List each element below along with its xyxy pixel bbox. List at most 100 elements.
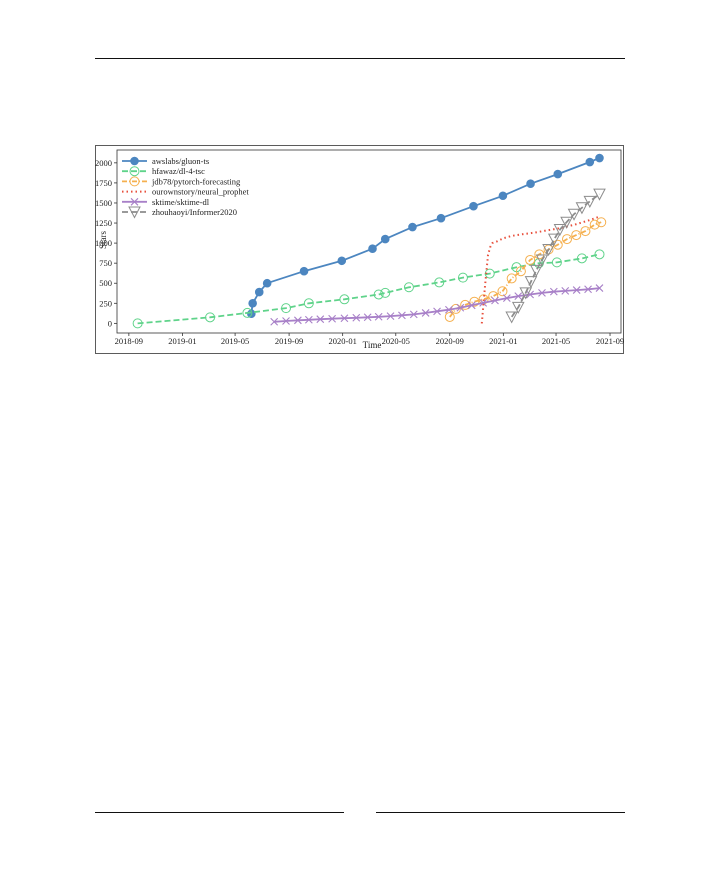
x-tick-label: 2018-09 <box>115 336 143 346</box>
legend-entry: awslabs/gluon-ts <box>122 156 209 166</box>
data-point <box>254 287 264 297</box>
data-point <box>585 157 595 167</box>
plot-area <box>116 149 622 334</box>
series-line <box>449 221 602 318</box>
data-point <box>340 314 349 323</box>
legend-entry: hfawaz/dl-4-tsc <box>122 166 205 177</box>
series-line <box>137 253 600 325</box>
data-point <box>398 311 406 320</box>
data-point <box>328 314 337 323</box>
series-line <box>250 157 600 314</box>
data-point <box>511 301 525 314</box>
data-point <box>502 294 511 302</box>
x-tick-label: 2020-05 <box>382 336 410 346</box>
series-layer <box>132 153 607 329</box>
data-point <box>595 153 604 163</box>
data-point <box>571 230 582 241</box>
x-tick-label: 2021-01 <box>489 336 517 346</box>
data-point <box>386 312 395 321</box>
data-point <box>368 244 377 254</box>
data-point <box>491 296 499 305</box>
legend-marker <box>129 176 140 187</box>
data-point <box>373 289 384 300</box>
data-point <box>561 286 570 295</box>
data-point <box>434 277 445 288</box>
data-point <box>505 311 519 324</box>
data-point <box>576 253 587 264</box>
x-tick-label: 2020-09 <box>436 336 464 346</box>
data-point <box>583 195 597 208</box>
legend-label: ourownstory/neural_prophet <box>152 187 249 197</box>
data-point <box>595 284 604 292</box>
data-point <box>535 254 549 267</box>
data-point <box>549 287 558 296</box>
data-point <box>580 226 591 237</box>
data-point <box>497 286 508 297</box>
series-0 <box>247 153 604 319</box>
data-point <box>457 272 468 283</box>
series-5 <box>505 188 606 324</box>
x-tick-label: 2019-09 <box>275 336 303 346</box>
x-tick-label: 2020-01 <box>328 336 356 346</box>
data-point <box>551 257 562 268</box>
data-point <box>498 191 508 201</box>
data-point <box>248 299 257 308</box>
data-point <box>519 287 533 300</box>
data-point <box>270 317 279 326</box>
y-tick-label: 1500 <box>95 198 112 208</box>
data-point <box>534 249 545 260</box>
data-point <box>515 266 526 277</box>
data-point <box>282 317 290 325</box>
data-point <box>547 233 561 246</box>
data-point <box>562 234 572 245</box>
data-point <box>467 301 476 310</box>
data-point <box>445 305 453 314</box>
data-point <box>316 315 325 324</box>
data-point <box>205 312 216 323</box>
footer-rule-right <box>376 812 625 813</box>
data-point <box>589 219 600 230</box>
data-point <box>542 244 555 257</box>
legend-label: awslabs/gluon-ts <box>152 156 209 166</box>
data-point <box>242 307 253 318</box>
data-point <box>567 208 581 221</box>
data-point <box>304 315 313 324</box>
x-tick-label: 2019-05 <box>221 336 249 346</box>
data-point <box>575 202 589 215</box>
data-point <box>433 307 441 316</box>
legend-entry: ourownstory/neural_prophet <box>122 187 249 197</box>
x-tick-label: 2019-01 <box>168 336 196 346</box>
data-point <box>421 309 430 317</box>
data-point <box>596 217 607 228</box>
legend: awslabs/gluon-tshfawaz/dl-4-tscjdb78/pyt… <box>122 156 249 219</box>
x-tick-label: 2021-05 <box>542 336 570 346</box>
data-point <box>584 285 592 294</box>
footer-rule-left <box>95 812 344 813</box>
x-axis-label: Time <box>363 340 382 350</box>
y-tick-label: 500 <box>99 278 112 288</box>
stars-over-time-chart: 0 250 500 750 1000 1250 1500 1750 2000 2018-09 20… <box>95 145 624 354</box>
legend-marker <box>129 166 140 177</box>
data-point <box>409 310 418 319</box>
data-point <box>593 188 606 201</box>
data-point <box>303 298 314 309</box>
data-point <box>281 303 292 314</box>
data-point <box>444 311 455 322</box>
data-point <box>469 201 478 211</box>
data-point <box>526 290 535 299</box>
data-point <box>514 292 523 300</box>
data-point <box>524 276 538 289</box>
y-axis-label: Stars <box>98 231 108 249</box>
header-rule <box>95 58 625 59</box>
y-tick-label: 1000 <box>95 238 112 248</box>
data-point <box>337 256 347 266</box>
data-point <box>403 282 414 293</box>
y-tick-label: 0 <box>108 318 112 328</box>
data-point <box>262 278 272 288</box>
data-point <box>594 249 605 260</box>
data-point <box>380 234 390 244</box>
data-point <box>380 287 391 298</box>
y-tick-label: 2000 <box>95 158 112 168</box>
data-point <box>479 299 488 307</box>
